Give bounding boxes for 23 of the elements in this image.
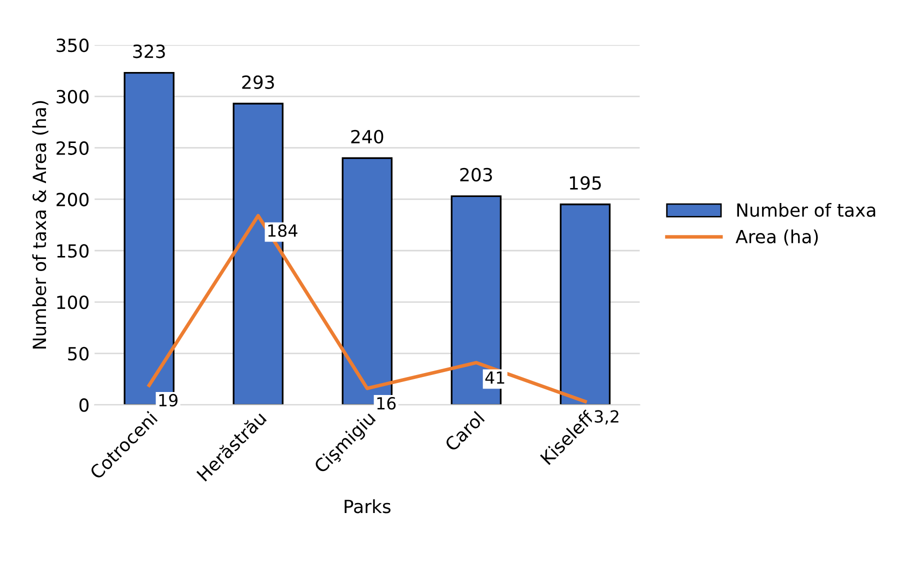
y-tick-label: 150 bbox=[57, 244, 89, 258]
data-label: 3,2 bbox=[594, 410, 618, 424]
data-label: 203 bbox=[460, 168, 492, 182]
data-label: 293 bbox=[242, 75, 274, 90]
legend-label: Area (ha) bbox=[736, 229, 818, 246]
y-tick-label: 100 bbox=[57, 295, 89, 310]
data-label: 240 bbox=[351, 130, 384, 144]
data-label: 195 bbox=[570, 176, 601, 190]
x-axis-title: Parks bbox=[344, 499, 390, 514]
y-tick-label: 300 bbox=[56, 90, 89, 104]
data-label: 41 bbox=[485, 372, 504, 384]
data-label: 184 bbox=[268, 224, 298, 237]
y-axis-title: Number of taxa & Area (ha) bbox=[32, 101, 48, 349]
y-tick-label: 250 bbox=[56, 141, 89, 155]
data-label: 323 bbox=[133, 44, 165, 58]
y-tick-label: 350 bbox=[56, 38, 89, 52]
data-label: 16 bbox=[377, 397, 396, 410]
legend-label: Number of taxa bbox=[737, 202, 876, 217]
bar bbox=[560, 204, 611, 405]
data-label: 19 bbox=[159, 394, 178, 407]
y-tick-label: 0 bbox=[79, 398, 89, 412]
y-tick-label: 50 bbox=[68, 346, 89, 361]
y-tick-label: 200 bbox=[56, 192, 89, 206]
